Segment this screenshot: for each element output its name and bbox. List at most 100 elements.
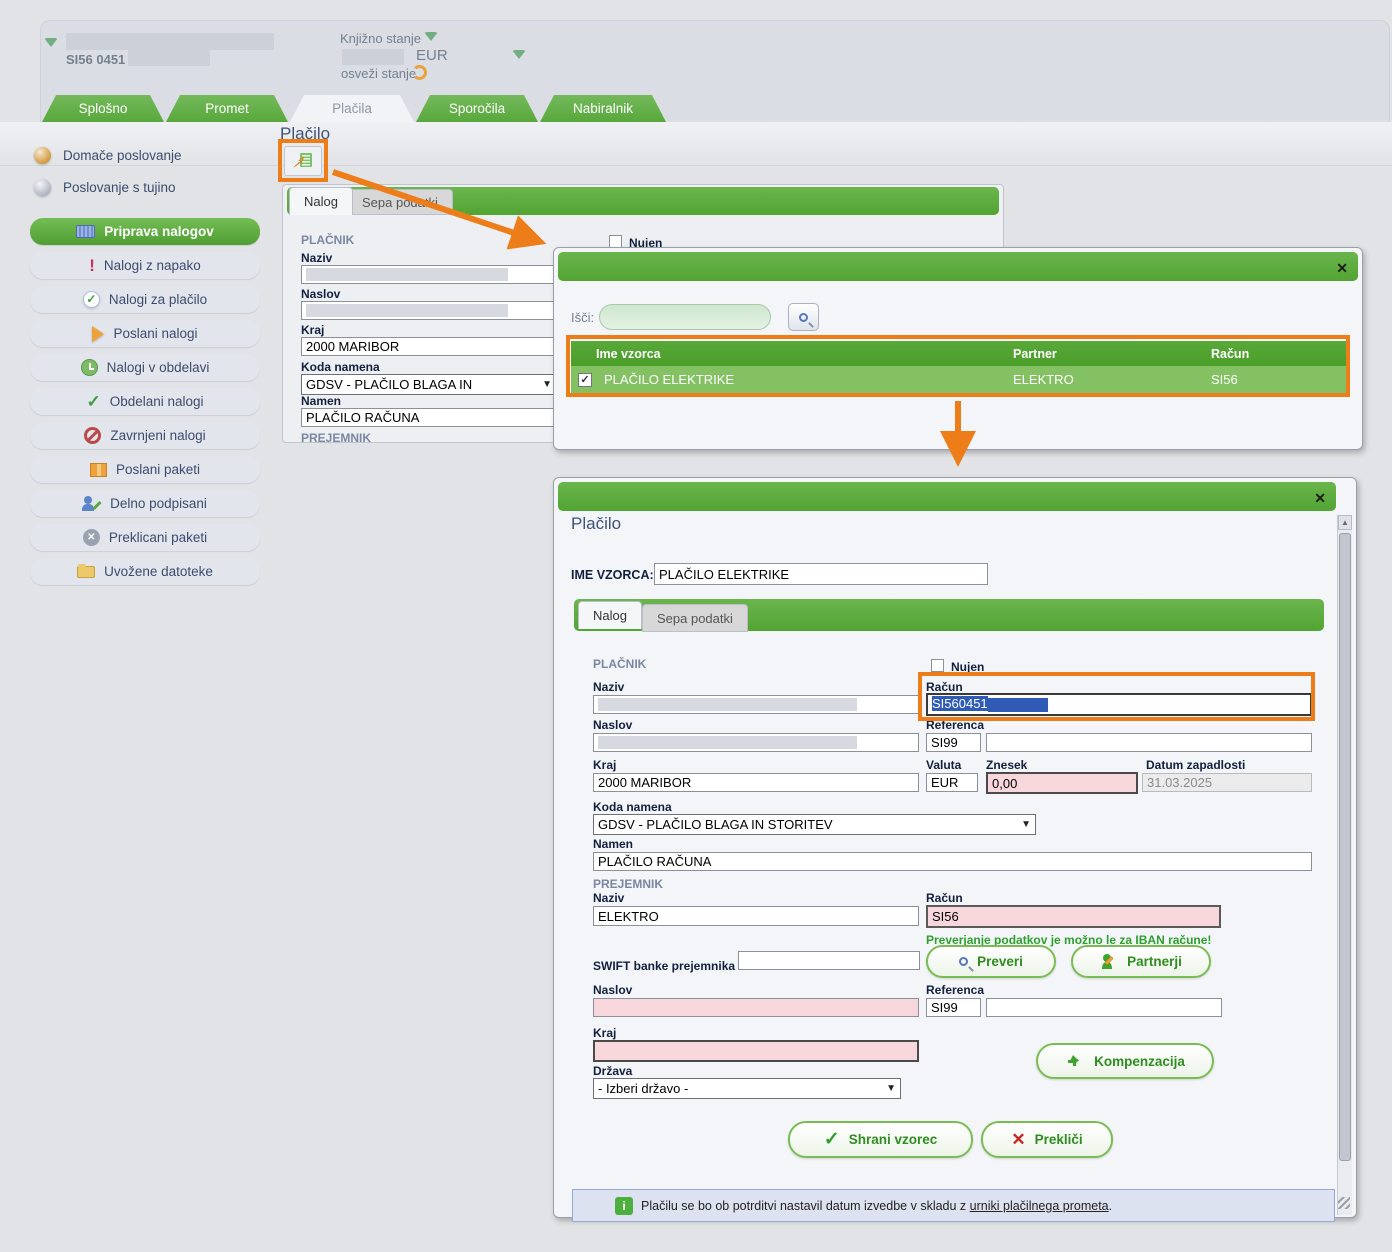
- prejemnik-kraj-input[interactable]: [593, 1040, 919, 1062]
- koda-namena-select[interactable]: GDSV - PLAČILO BLAGA IN STORITEV: [301, 374, 557, 395]
- prejemnik-naziv-label: Naziv: [593, 891, 625, 905]
- tab-sepa-podatki[interactable]: Sepa podatki: [347, 189, 453, 215]
- resize-grip[interactable]: [1338, 1197, 1350, 1209]
- tab-nalog[interactable]: Nalog: [578, 601, 642, 629]
- sidebar-item-label: Zavrnjeni nalogi: [110, 428, 206, 443]
- namen-input[interactable]: [593, 852, 1312, 871]
- naziv-input[interactable]: [301, 265, 557, 284]
- nujen-checkbox[interactable]: [931, 659, 944, 672]
- kompenzacija-button[interactable]: Kompenzacija: [1036, 1043, 1214, 1079]
- swift-input[interactable]: [738, 951, 920, 970]
- kraj-input[interactable]: [301, 337, 557, 356]
- check-icon: ✓: [823, 1129, 840, 1150]
- prejemnik-naslov-input[interactable]: [593, 998, 919, 1017]
- tab-nabiralnik[interactable]: Nabiralnik: [540, 95, 666, 122]
- section-prejemnik: PREJEMNIK: [301, 431, 372, 445]
- dialog-title: Plačilo: [571, 514, 622, 533]
- table-header-row: Ime vzorca Partner Račun: [571, 341, 1347, 366]
- sidebar-item-zavrnjeni-nalogi[interactable]: Zavrnjeni nalogi: [30, 422, 260, 449]
- koda-namena-select[interactable]: GDSV - PLAČILO BLAGA IN STORITEV: [593, 814, 1036, 835]
- sidebar-item-label: Nalogi za plačilo: [108, 292, 208, 307]
- placnik-naziv-label: Naziv: [593, 680, 625, 694]
- search-icon: [799, 312, 808, 322]
- search-label: Išči:: [571, 310, 595, 325]
- sidebar-item-nalogi-za-placilo[interactable]: ✓ Nalogi za plačilo: [30, 286, 260, 313]
- znesek-input[interactable]: [986, 772, 1138, 794]
- dialog-titlebar[interactable]: ✕: [558, 482, 1336, 511]
- naslov-input[interactable]: [301, 301, 557, 320]
- refresh-icon[interactable]: [412, 65, 427, 80]
- vertical-scrollbar[interactable]: ▲: [1337, 515, 1352, 1215]
- prejemnik-referenca-input[interactable]: [986, 998, 1222, 1017]
- valuta-label: Valuta: [926, 758, 962, 772]
- shrani-vzorec-button[interactable]: ✓ Shrani vzorec: [788, 1121, 973, 1158]
- search-button[interactable]: [788, 303, 819, 331]
- close-icon[interactable]: ✕: [1314, 490, 1326, 506]
- swift-label: SWIFT banke prejemnika: [593, 959, 736, 973]
- prejemnik-referenca-model-input[interactable]: [926, 998, 981, 1017]
- sidebar-item-domace-poslovanje[interactable]: Domače poslovanje: [34, 142, 264, 168]
- tab-sepa-podatki[interactable]: Sepa podatki: [642, 604, 748, 632]
- sidebar-item-label: Preklicani paketi: [108, 530, 208, 545]
- ime-vzorca-input[interactable]: [654, 563, 988, 585]
- tab-sporocila[interactable]: Sporočila: [416, 95, 538, 122]
- row-checkbox[interactable]: ✓: [578, 372, 592, 387]
- selection-extent: [987, 697, 1048, 712]
- tab-nalog[interactable]: Nalog: [289, 187, 353, 215]
- sidebar-item-poslani-nalogi[interactable]: Poslani nalogi: [30, 320, 260, 347]
- info-text-end: .: [1108, 1198, 1113, 1213]
- sidebar-item-poslovanje-s-tujino[interactable]: Poslovanje s tujino: [34, 174, 264, 200]
- placnik-kraj-input[interactable]: [593, 773, 919, 792]
- tab-promet[interactable]: Promet: [166, 95, 288, 122]
- valuta-input[interactable]: [926, 773, 978, 792]
- template-picker-dialog: ✕ Išči: Ime vzorca Partner Račun ✓ PLAČI…: [553, 247, 1363, 450]
- keyboard-icon: [76, 225, 96, 238]
- payment-schedule-link[interactable]: urniki plačilnega prometa: [969, 1198, 1109, 1213]
- placnik-naziv-input[interactable]: [593, 695, 919, 714]
- tab-splosno[interactable]: Splošno: [42, 95, 164, 122]
- balance-dropdown-icon[interactable]: [424, 32, 438, 41]
- placnik-referenca-model-input[interactable]: [926, 733, 981, 752]
- col-partner: Partner: [1013, 346, 1057, 361]
- page-title: Plačilo: [280, 124, 331, 143]
- partnerji-label: Partnerji: [1127, 954, 1182, 969]
- iban-warning-text: Preverjanje podatkov je možno le za IBAN…: [926, 933, 1212, 947]
- sidebar-item-nalogi-z-napako[interactable]: ! Nalogi z napako: [30, 252, 260, 279]
- refresh-balance-label[interactable]: osveži stanje: [341, 66, 417, 81]
- balance-label: Knjižno stanje: [340, 31, 421, 46]
- partnerji-button[interactable]: Partnerji: [1071, 945, 1211, 978]
- scrollbar-thumb[interactable]: [1339, 533, 1351, 1161]
- sidebar-item-priprava-nalogov[interactable]: Priprava nalogov: [30, 218, 260, 245]
- sidebar-item-poslani-paketi[interactable]: Poslani paketi: [30, 456, 260, 483]
- preveri-button[interactable]: Preveri: [926, 945, 1056, 978]
- play-arrow-icon: [92, 325, 105, 342]
- placnik-racun-input[interactable]: SI560451: [926, 693, 1312, 716]
- cell-racun: SI56: [1211, 372, 1238, 387]
- load-template-button[interactable]: [284, 146, 322, 176]
- tab-placila[interactable]: Plačila: [290, 95, 414, 122]
- sidebar-item-preklicani-paketi[interactable]: ✕ Preklicani paketi: [30, 524, 260, 551]
- search-input[interactable]: [599, 304, 771, 330]
- account-dropdown-icon[interactable]: [44, 38, 58, 47]
- preklici-button[interactable]: ✕ Prekliči: [981, 1121, 1113, 1158]
- placnik-referenca-input[interactable]: [986, 733, 1312, 752]
- sidebar-item-obdelani-nalogi[interactable]: ✓ Obdelani nalogi: [30, 388, 260, 415]
- accounts-dropdown-icon[interactable]: [512, 50, 526, 59]
- namen-input[interactable]: [301, 408, 557, 427]
- sidebar-item-delno-podpisani[interactable]: Delno podpisani: [30, 490, 260, 517]
- prejemnik-kraj-label: Kraj: [593, 1026, 617, 1040]
- prejemnik-naziv-input[interactable]: [593, 906, 919, 926]
- dialog-titlebar[interactable]: ✕: [558, 252, 1358, 281]
- drzava-select[interactable]: - Izberi državo -: [593, 1078, 901, 1099]
- sidebar-item-uvozene-datoteke[interactable]: Uvožene datoteke: [30, 558, 260, 585]
- sidebar-item-nalogi-v-obdelavi[interactable]: Nalogi v obdelavi: [30, 354, 260, 381]
- scroll-up-icon[interactable]: ▲: [1338, 515, 1352, 530]
- placnik-naslov-input[interactable]: [593, 733, 919, 752]
- table-row[interactable]: ✓ PLAČILO ELEKTRIKE ELEKTRO SI56: [571, 366, 1347, 393]
- naslov-label: Naslov: [301, 287, 341, 301]
- namen-label: Namen: [301, 394, 342, 408]
- prejemnik-racun-input[interactable]: [926, 905, 1221, 928]
- ime-vzorca-label: IME VZORCA:: [571, 568, 654, 582]
- placnik-referenca-label: Referenca: [926, 718, 985, 732]
- close-icon[interactable]: ✕: [1336, 260, 1348, 276]
